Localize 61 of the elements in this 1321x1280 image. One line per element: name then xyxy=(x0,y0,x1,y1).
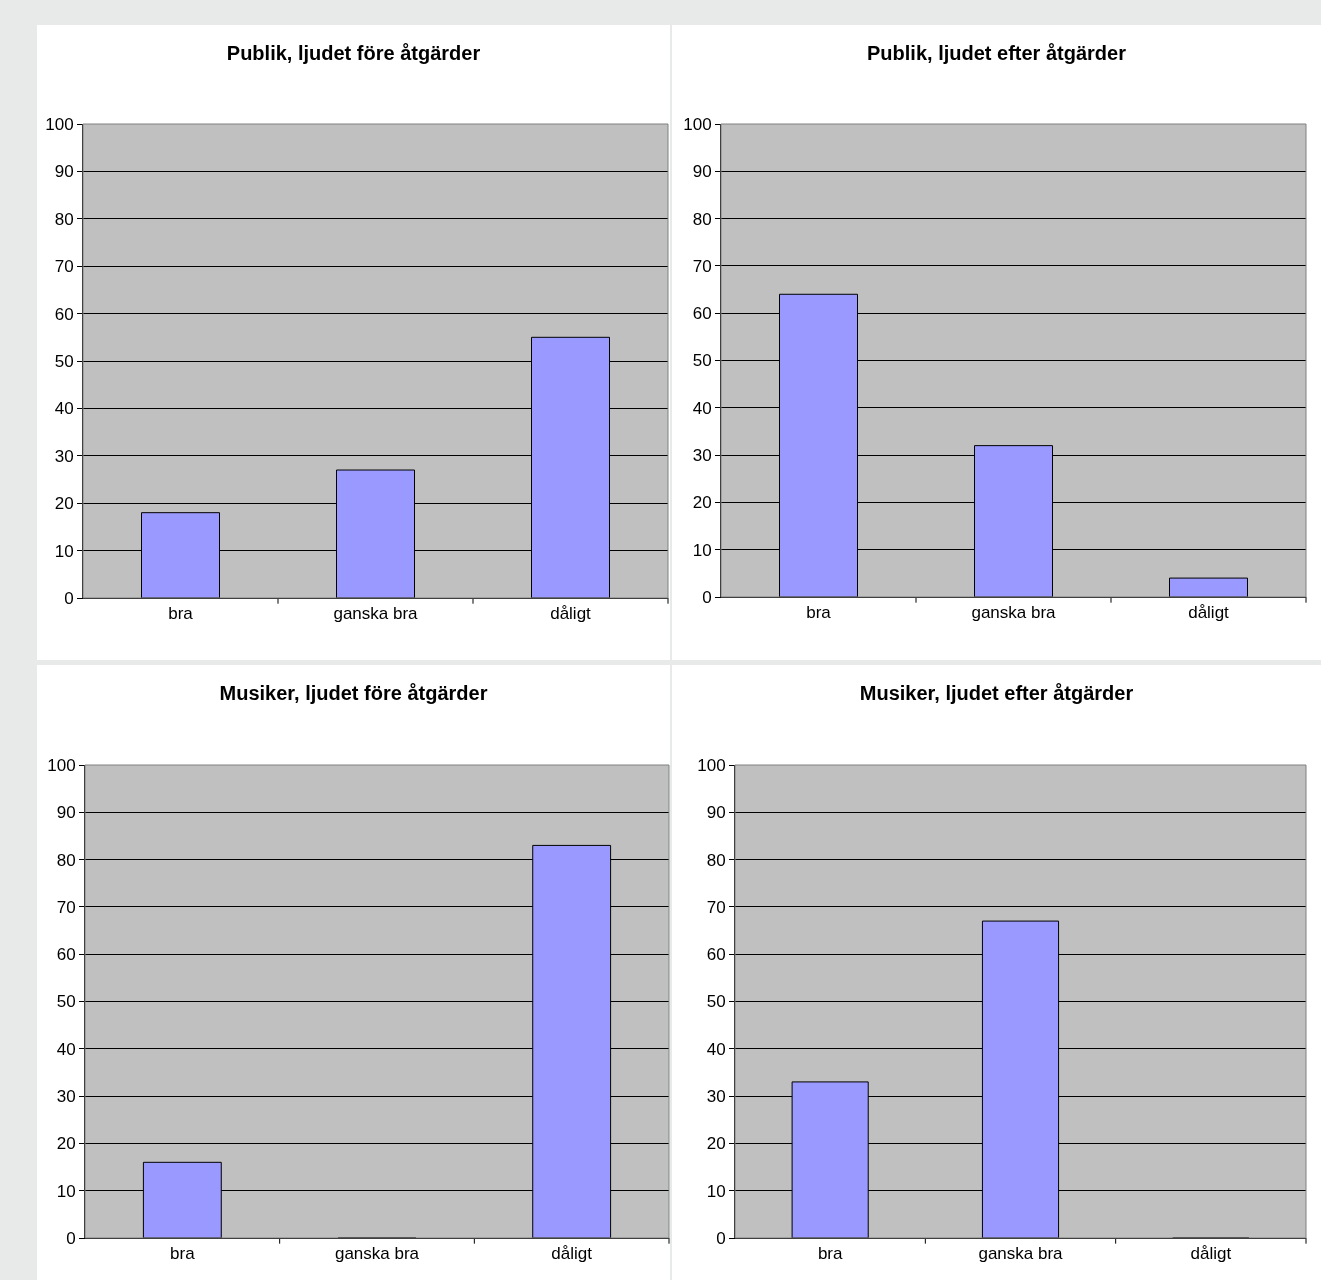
y-tick-label: 20 xyxy=(692,493,712,513)
y-tick-label: 70 xyxy=(692,256,712,276)
x-tick-label: bra xyxy=(817,1244,843,1264)
chart-title: Publik, ljudet efter åtgärder xyxy=(867,42,1127,64)
y-tick-label: 90 xyxy=(692,162,712,182)
y-tick-label: 40 xyxy=(706,1039,726,1059)
y-tick-label: 80 xyxy=(692,209,712,229)
x-tick-label: bra xyxy=(168,604,194,624)
x-tick-label: bra xyxy=(170,1244,196,1264)
x-tick-label: dåligt xyxy=(551,1244,593,1264)
y-tick-label: 80 xyxy=(706,850,726,870)
chart-title: Musiker, ljudet efter åtgärder xyxy=(859,682,1134,704)
x-tick-label: dåligt xyxy=(1188,603,1230,623)
y-tick-label: 90 xyxy=(706,803,726,823)
y-tick-label: 30 xyxy=(56,1087,76,1107)
y-tick-label: 10 xyxy=(54,541,74,561)
y-tick-label: 100 xyxy=(683,114,712,134)
y-tick-label: 60 xyxy=(54,304,74,324)
chart-title: Publik, ljudet före åtgärder xyxy=(226,42,481,64)
y-tick-label: 30 xyxy=(692,446,712,466)
y-tick-label: 50 xyxy=(706,992,726,1012)
y-tick-label: 90 xyxy=(56,803,76,823)
x-tick-label: dåligt xyxy=(1190,1244,1232,1264)
y-tick-label: 70 xyxy=(56,897,76,917)
x-tick-label: ganska bra xyxy=(333,604,419,624)
y-tick-label: 20 xyxy=(706,1134,726,1154)
x-tick-label: ganska bra xyxy=(334,1244,420,1264)
y-tick-label: 30 xyxy=(54,446,74,466)
y-tick-label: 0 xyxy=(716,1228,726,1248)
y-tick-label: 70 xyxy=(706,897,726,917)
y-tick-label: 60 xyxy=(56,945,76,965)
y-tick-label: 0 xyxy=(702,587,712,607)
y-tick-label: 80 xyxy=(56,850,76,870)
y-tick-label: 50 xyxy=(692,351,712,371)
y-tick-label: 70 xyxy=(54,257,74,277)
x-tick-label: dåligt xyxy=(550,604,592,624)
y-tick-label: 10 xyxy=(706,1181,726,1201)
y-tick-label: 10 xyxy=(692,540,712,560)
y-tick-label: 60 xyxy=(692,304,712,324)
y-tick-label: 90 xyxy=(54,162,74,182)
y-tick-label: 30 xyxy=(706,1087,726,1107)
y-tick-label: 40 xyxy=(56,1039,76,1059)
y-tick-label: 100 xyxy=(697,755,726,775)
x-tick-label: ganska bra xyxy=(978,1244,1064,1264)
x-tick-label: bra xyxy=(806,603,832,623)
y-tick-label: 100 xyxy=(47,755,76,775)
y-tick-label: 0 xyxy=(64,588,74,608)
y-tick-label: 50 xyxy=(56,992,76,1012)
y-tick-label: 40 xyxy=(692,398,712,418)
x-tick-label: ganska bra xyxy=(971,603,1057,623)
y-tick-label: 20 xyxy=(56,1134,76,1154)
y-tick-label: 20 xyxy=(54,494,74,514)
chart-title: Musiker, ljudet före åtgärder xyxy=(219,682,488,704)
y-tick-label: 60 xyxy=(706,945,726,965)
y-tick-label: 80 xyxy=(54,209,74,229)
y-tick-label: 50 xyxy=(54,351,74,371)
y-tick-label: 10 xyxy=(56,1181,76,1201)
y-tick-label: 40 xyxy=(54,399,74,419)
y-tick-label: 0 xyxy=(66,1228,76,1248)
y-tick-label: 100 xyxy=(45,114,74,134)
bar xyxy=(1169,577,1248,597)
